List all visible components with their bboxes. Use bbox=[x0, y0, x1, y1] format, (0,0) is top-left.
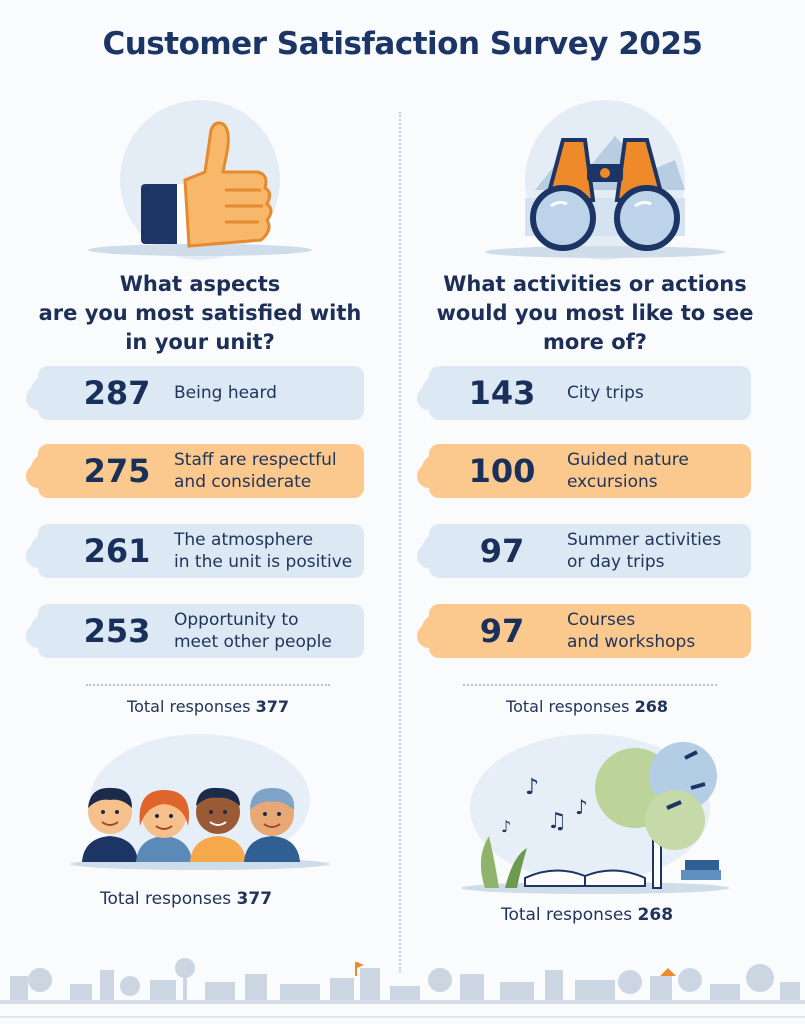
right-footer-total-label: Total responses bbox=[500, 905, 633, 925]
right-item-2-value: 100 bbox=[468, 452, 536, 490]
svg-text:♫: ♫ bbox=[547, 809, 567, 834]
right-question-line-3: more of? bbox=[543, 330, 647, 354]
right-item-2-label-line-1: Guided nature bbox=[567, 450, 689, 470]
left-footer-total-value: 377 bbox=[236, 889, 273, 909]
right-item-4-value: 97 bbox=[479, 612, 525, 650]
left-item-4: 253 Opportunity to meet other people bbox=[26, 604, 364, 658]
left-question: What aspects are you most satisfied with… bbox=[10, 270, 390, 357]
left-column: What aspects are you most satisfied with… bbox=[0, 0, 400, 1024]
right-total-label: Total responses bbox=[506, 697, 630, 716]
right-item-3-value: 97 bbox=[479, 532, 525, 570]
people-group-icon bbox=[70, 734, 330, 870]
right-total: Total responses 268 bbox=[387, 697, 787, 716]
cloud-icon bbox=[417, 374, 461, 414]
right-item-3-label: Summer activities or day trips bbox=[567, 529, 721, 573]
left-question-line-2: are you most satisfied with bbox=[38, 301, 362, 325]
town-skyline-illustration bbox=[0, 958, 805, 1018]
svg-text:♪: ♪ bbox=[575, 795, 588, 819]
right-item-2-label: Guided nature excursions bbox=[567, 449, 689, 493]
left-item-4-label-line-1: Opportunity to bbox=[174, 610, 299, 630]
left-question-line-3: in your unit? bbox=[125, 330, 275, 354]
left-item-2-label-line-2: and considerate bbox=[174, 472, 312, 492]
column-divider bbox=[399, 112, 401, 972]
left-item-3-label-line-1: The atmosphere bbox=[174, 530, 314, 550]
left-item-3-label-line-2: in the unit is positive bbox=[174, 552, 353, 572]
right-item-4: 97 Courses and workshops bbox=[417, 604, 751, 658]
left-total-value: 377 bbox=[255, 697, 289, 716]
right-question-line-2: would you most like to see bbox=[436, 301, 754, 325]
left-item-4-value: 253 bbox=[83, 612, 151, 650]
right-item-2: 100 Guided nature excursions bbox=[417, 444, 751, 498]
cloud-icon bbox=[26, 612, 70, 652]
right-item-4-label: Courses and workshops bbox=[567, 609, 695, 653]
left-item-3: 261 The atmosphere in the unit is positi… bbox=[26, 524, 364, 578]
right-column: What activities or actions would you mos… bbox=[405, 0, 805, 1024]
left-question-line-1: What aspects bbox=[119, 272, 281, 296]
cloud-icon bbox=[417, 452, 461, 492]
cloud-icon bbox=[26, 452, 70, 492]
cloud-icon bbox=[417, 612, 461, 652]
left-item-4-label-line-2: meet other people bbox=[174, 632, 332, 652]
right-item-4-label-line-1: Courses bbox=[567, 610, 636, 630]
right-item-4-label-line-2: and workshops bbox=[567, 632, 696, 652]
left-total: Total responses 377 bbox=[8, 697, 408, 716]
right-item-3-label-line-1: Summer activities bbox=[567, 530, 722, 550]
thumbs-up-icon bbox=[88, 100, 312, 260]
cloud-icon bbox=[26, 374, 70, 414]
left-total-label: Total responses bbox=[127, 697, 251, 716]
right-item-3: 97 Summer activities or day trips bbox=[417, 524, 751, 578]
right-total-value: 268 bbox=[634, 697, 668, 716]
right-separator bbox=[463, 684, 717, 686]
left-footer-total: Total responses 377 bbox=[0, 889, 386, 909]
left-item-3-label: The atmosphere in the unit is positive bbox=[174, 529, 352, 573]
left-item-1-label: Being heard bbox=[174, 382, 277, 404]
left-item-2-label-line-1: Staff are respectful bbox=[174, 450, 337, 470]
right-item-1-label-line-1: City trips bbox=[567, 383, 644, 403]
right-item-1-value: 143 bbox=[468, 374, 536, 412]
left-item-4-label: Opportunity to meet other people bbox=[174, 609, 332, 653]
left-item-1-value: 287 bbox=[83, 374, 151, 412]
left-footer-total-label: Total responses bbox=[99, 889, 232, 909]
left-item-2-value: 275 bbox=[83, 452, 151, 490]
left-item-2-label: Staff are respectful and considerate bbox=[174, 449, 337, 493]
cloud-icon bbox=[417, 532, 461, 572]
svg-text:♪: ♪ bbox=[501, 817, 511, 836]
right-item-1-label: City trips bbox=[567, 382, 644, 404]
right-footer-total-value: 268 bbox=[637, 905, 674, 925]
right-footer-total: Total responses 268 bbox=[387, 905, 787, 925]
svg-text:♪: ♪ bbox=[525, 775, 539, 800]
left-item-1: 287 Being heard bbox=[26, 366, 364, 420]
cloud-icon bbox=[26, 532, 70, 572]
right-item-3-label-line-2: or day trips bbox=[567, 552, 665, 572]
right-item-1: 143 City trips bbox=[417, 366, 751, 420]
left-item-3-value: 261 bbox=[83, 532, 151, 570]
left-item-2: 275 Staff are respectful and considerate bbox=[26, 444, 364, 498]
binoculars-icon bbox=[485, 100, 725, 260]
right-question-line-1: What activities or actions bbox=[443, 272, 747, 296]
right-item-2-label-line-2: excursions bbox=[567, 472, 658, 492]
page-title: Customer Satisfaction Survey 2025 bbox=[102, 26, 703, 62]
nature-music-book-icon: ♪ ♫ ♪ ♪ bbox=[461, 734, 729, 894]
right-question: What activities or actions would you mos… bbox=[405, 270, 785, 357]
left-item-1-label-line-1: Being heard bbox=[174, 383, 277, 403]
left-separator bbox=[86, 684, 330, 686]
